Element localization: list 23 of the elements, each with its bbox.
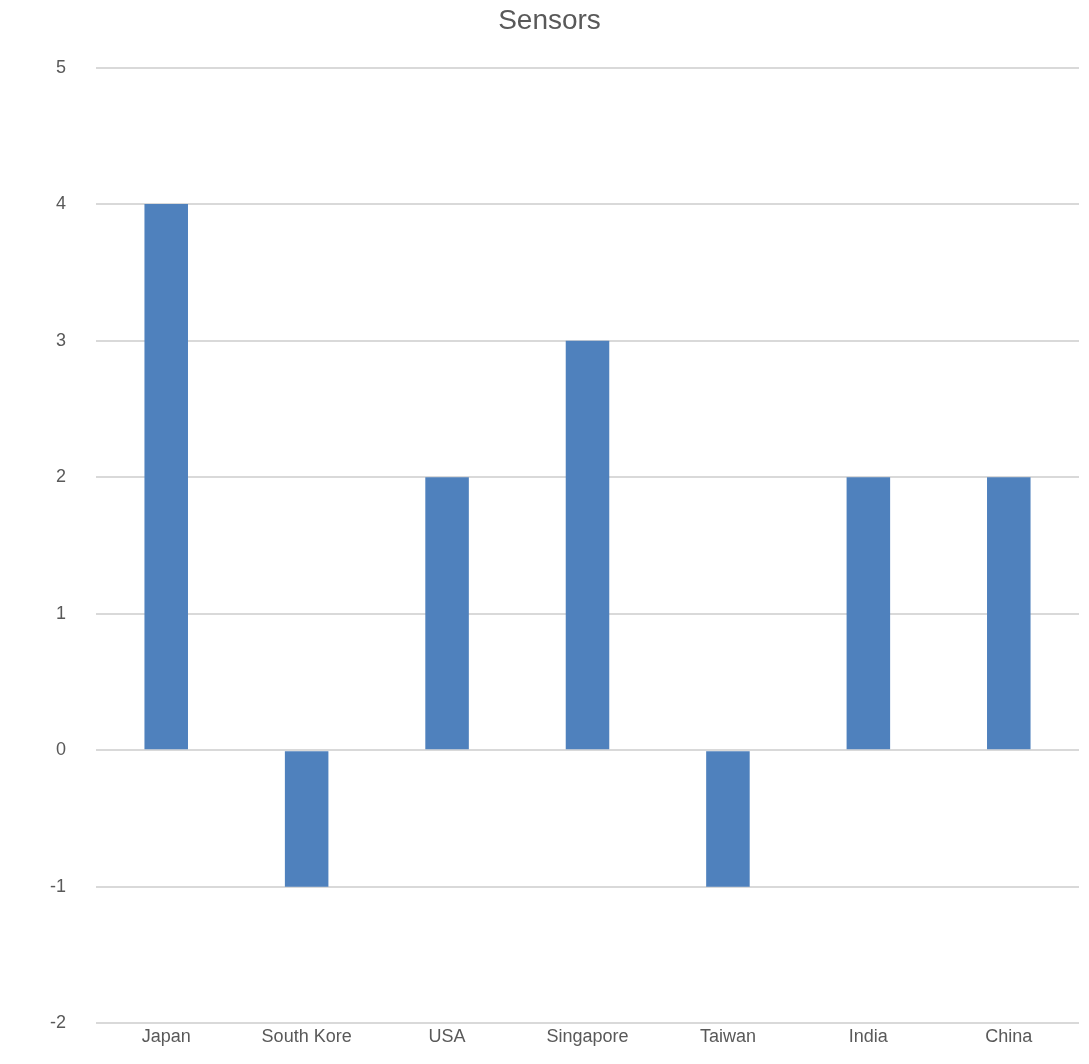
x-tick-label: India [848, 1025, 889, 1046]
y-tick-label: -1 [49, 875, 66, 896]
bar [565, 340, 610, 750]
y-tick-label: 3 [55, 329, 66, 350]
x-tick-label: China [985, 1025, 1034, 1046]
bar [706, 751, 750, 887]
chart-title: Sensors [498, 3, 601, 35]
y-tick-label: 2 [55, 466, 66, 487]
x-tick-label: South Kore [261, 1025, 352, 1046]
x-tick-label: USA [428, 1025, 466, 1046]
bar [846, 477, 891, 750]
y-tick-label: 5 [55, 56, 66, 77]
bar [144, 204, 188, 750]
x-tick-label: Taiwan [699, 1025, 756, 1046]
y-tick-label: 4 [55, 193, 66, 214]
bar [425, 477, 469, 750]
y-tick-label: 1 [55, 602, 66, 623]
bar [284, 751, 329, 887]
y-tick-label: 0 [55, 739, 66, 760]
x-tick-label: Singapore [546, 1025, 629, 1046]
x-tick-label: Japan [141, 1025, 191, 1046]
y-tick-label: -2 [49, 1012, 66, 1033]
bar [987, 477, 1031, 750]
